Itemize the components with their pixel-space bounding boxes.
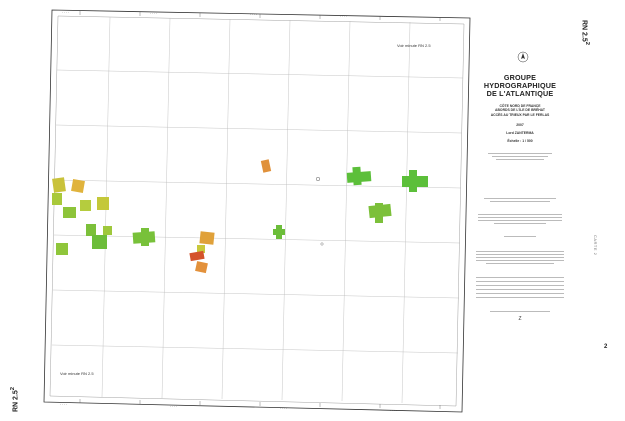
sounding-mark (320, 242, 324, 246)
survey-patch (346, 171, 372, 183)
survey-patch (71, 179, 85, 193)
top-ticks (79, 11, 441, 21)
survey-patch (103, 226, 112, 235)
map-scale: Échelle : 1 / 500 (507, 139, 533, 144)
survey-patch (195, 261, 208, 274)
survey-patch (86, 224, 96, 236)
map-tiny-labels: · · · · · · · · · · · · · · · · · · · · … (60, 11, 397, 413)
svg-text:· · · ·: · · · · (280, 407, 287, 411)
title-line1: GROUPE HYDROGRAPHIQUE (483, 73, 557, 90)
svg-text:· · · ·: · · · · (60, 403, 67, 407)
survey-patch (52, 177, 66, 193)
subtitle-access: ACCÈS AU TRIEUX PAR LE FERLAS (490, 112, 550, 117)
subtitle-area: ABORDS DE L'ÎLE DE BRÉHAT (495, 108, 545, 113)
survey-patch (52, 193, 62, 205)
right-margin-number: 2 (604, 344, 608, 350)
subtitle-coast: CÔTE NORD DE FRANCE (499, 104, 541, 108)
compass-icon (517, 51, 529, 63)
sounding-mark (315, 176, 321, 182)
survey-patch (56, 243, 68, 255)
title-line2: DE L'ATLANTIQUE (486, 89, 554, 98)
title-cartouche: GROUPE HYDROGRAPHIQUE DE L'ATLANTIQUE CÔ… (468, 40, 572, 330)
svg-text:· · · ·: · · · · (62, 11, 69, 15)
svg-text:· · · ·: · · · · (390, 409, 397, 413)
corner-label-top: Voir minute RN 2.5 (397, 43, 431, 48)
survey-author: Lord ZANTERMA (506, 130, 534, 135)
survey-patch (189, 250, 205, 262)
survey-patch (375, 203, 383, 223)
bottom-ticks (79, 399, 441, 409)
survey-patch (197, 245, 205, 253)
survey-patch (141, 228, 149, 246)
svg-text:· · · ·: · · · · (340, 15, 347, 19)
map-frame (43, 9, 471, 413)
meridian-grid (101, 16, 411, 404)
survey-patch (92, 235, 107, 249)
svg-text:· · · ·: · · · · (170, 405, 177, 409)
survey-year: 2007 (516, 123, 524, 128)
survey-patch (260, 159, 272, 173)
notes-block (468, 153, 572, 313)
svg-text:· · · ·: · · · · (150, 12, 157, 16)
corner-label-bottom: Voir minute RN 2.5 (60, 371, 94, 376)
survey-patch (63, 207, 76, 218)
survey-patch (97, 197, 109, 210)
survey-patch (402, 176, 428, 187)
survey-patches (52, 159, 428, 274)
survey-patch (273, 229, 285, 235)
map-inner-frame (49, 15, 465, 407)
survey-patch (80, 200, 91, 211)
survey-patch (199, 231, 215, 245)
parallel-grid (51, 69, 464, 354)
svg-text:· · · ·: · · · · (250, 13, 257, 17)
legend-stamp: Z (518, 316, 522, 323)
right-margin-text: CARTE 2 (593, 235, 598, 256)
